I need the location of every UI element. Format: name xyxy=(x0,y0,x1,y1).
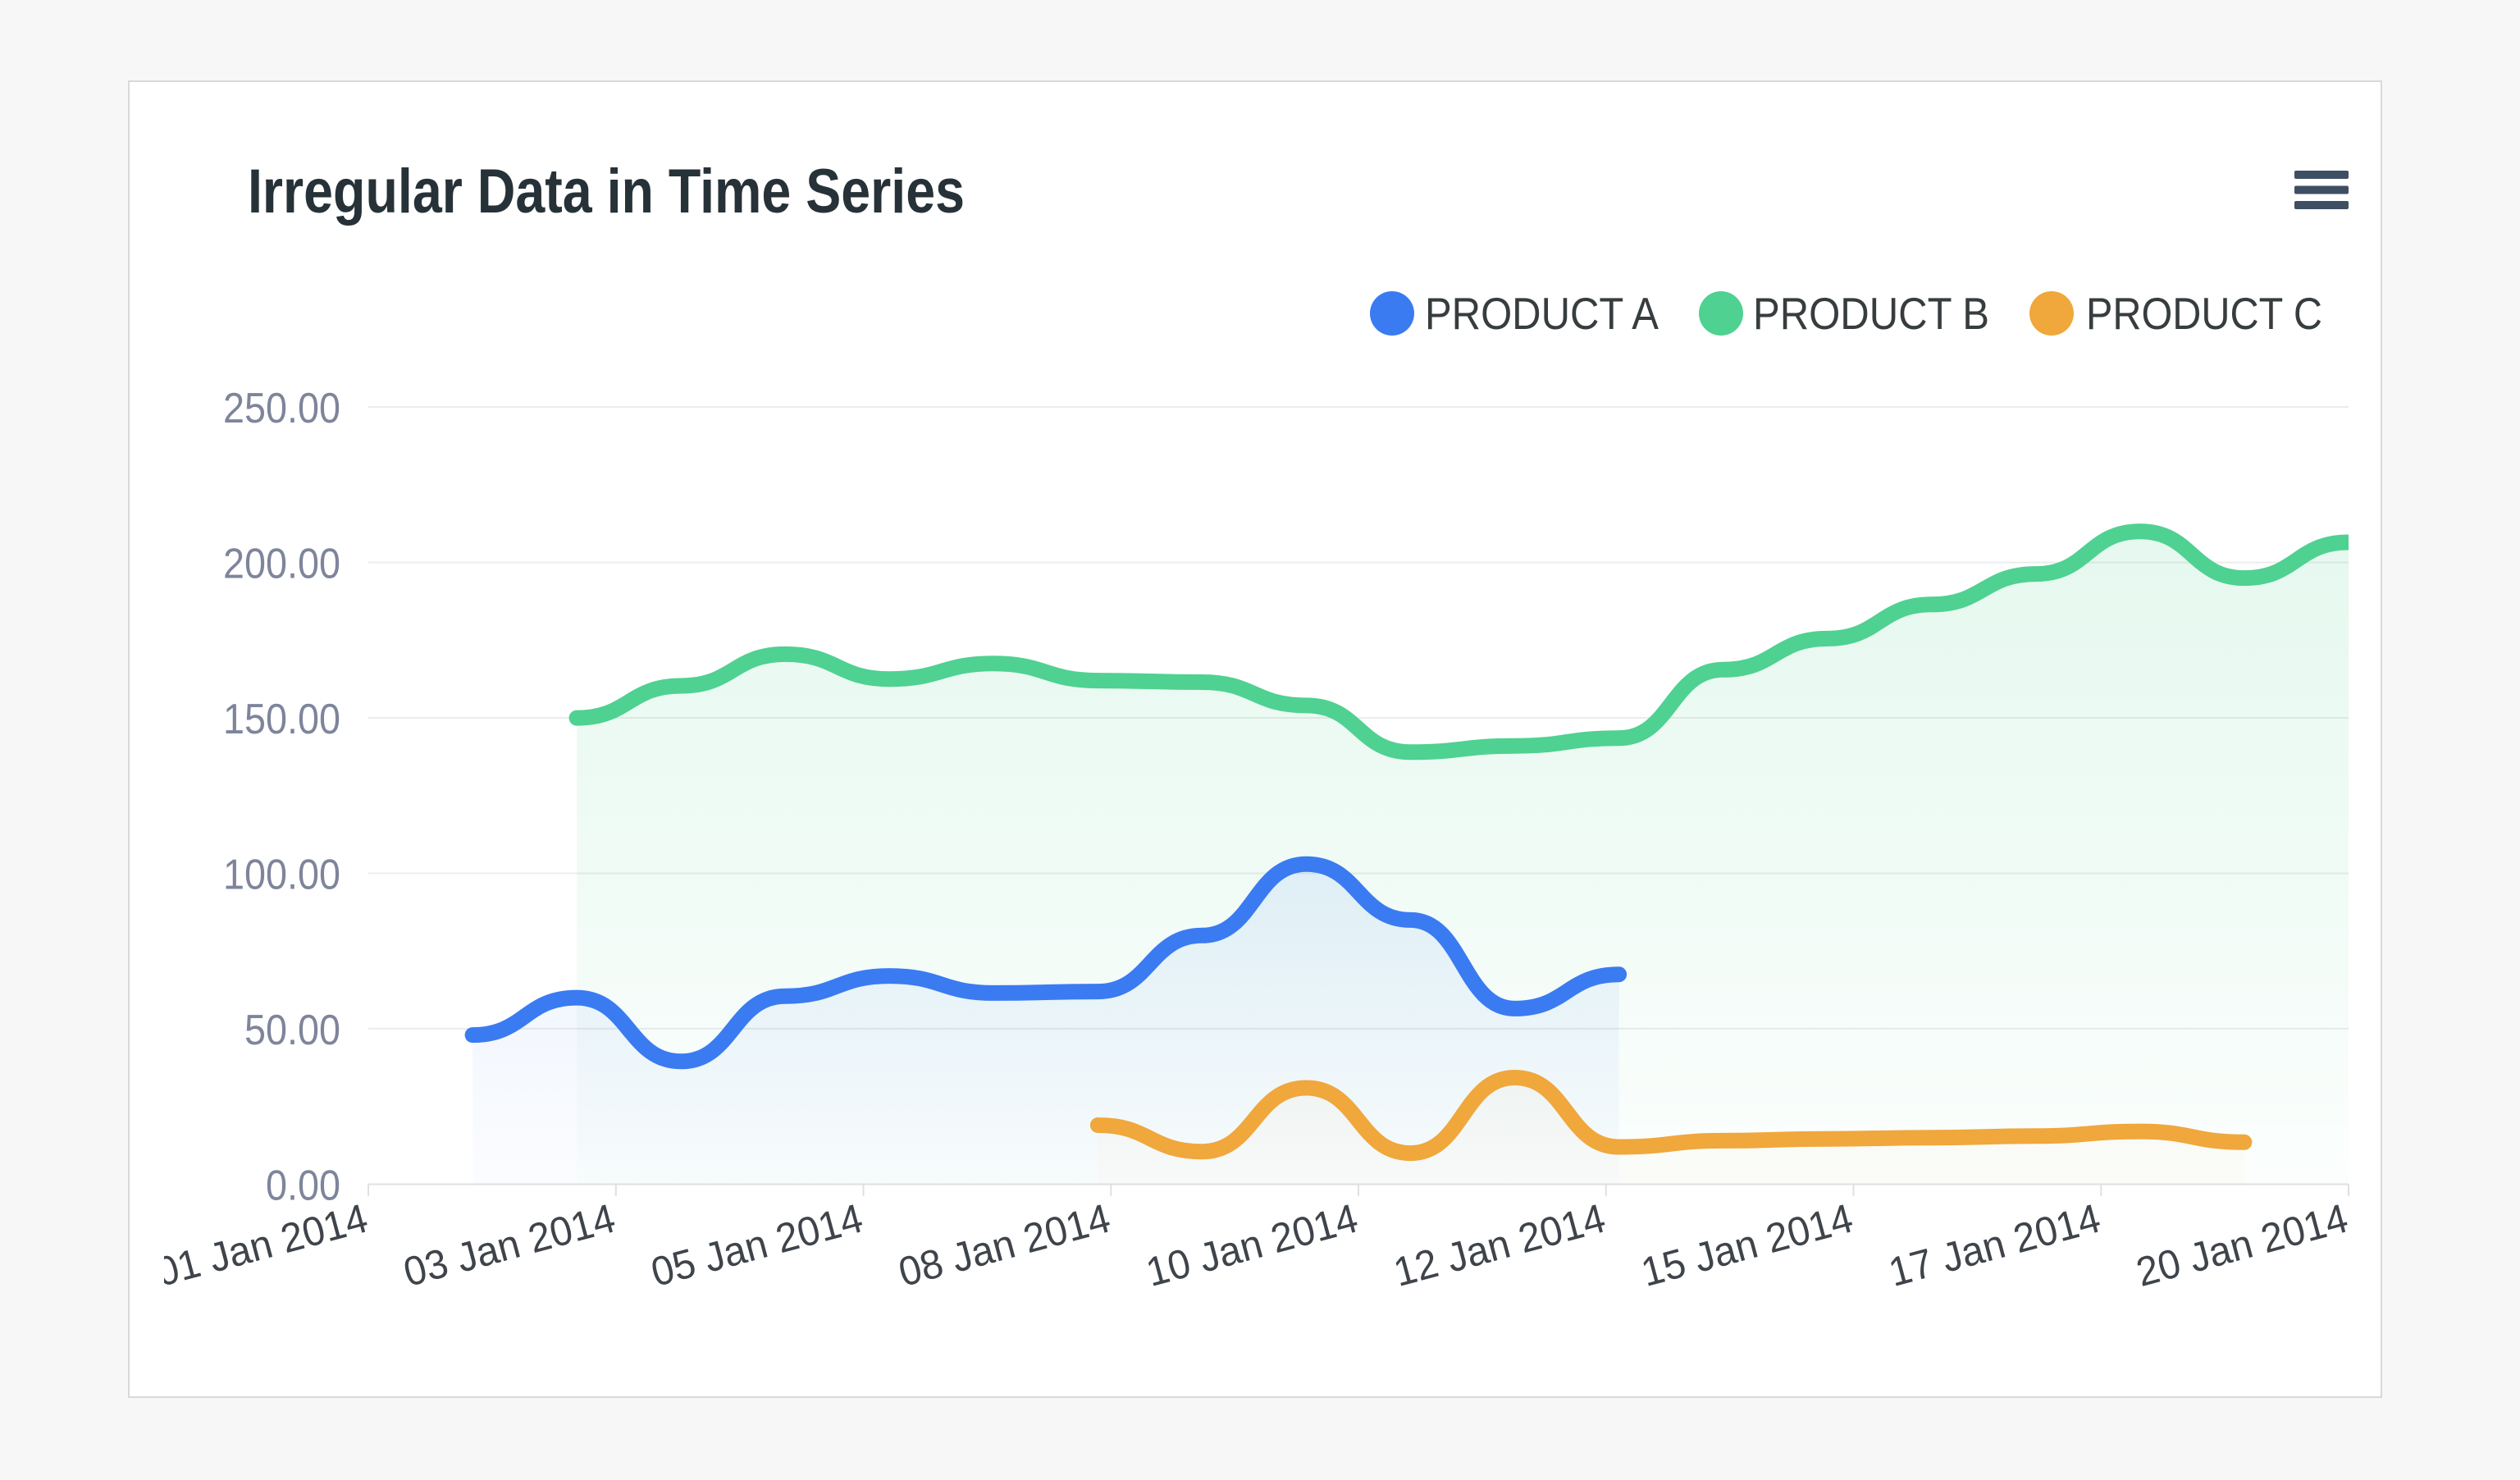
svg-text:100.00: 100.00 xyxy=(223,852,340,899)
svg-text:12 Jan 2014: 12 Jan 2014 xyxy=(1389,1195,1609,1295)
svg-text:17 Jan 2014: 17 Jan 2014 xyxy=(1884,1195,2105,1295)
svg-text:PRODUCT C: PRODUCT C xyxy=(2086,288,2322,339)
svg-text:PRODUCT A: PRODUCT A xyxy=(1425,288,1659,339)
svg-text:01 Jan 2014: 01 Jan 2014 xyxy=(151,1195,372,1295)
svg-text:20 Jan 2014: 20 Jan 2014 xyxy=(2131,1195,2352,1295)
svg-text:250.00: 250.00 xyxy=(223,385,340,432)
svg-text:PRODUCT B: PRODUCT B xyxy=(1753,288,1989,339)
svg-text:08 Jan 2014: 08 Jan 2014 xyxy=(894,1195,1115,1295)
svg-text:03 Jan 2014: 03 Jan 2014 xyxy=(399,1195,619,1295)
svg-text:50.00: 50.00 xyxy=(244,1007,340,1054)
svg-text:0.00: 0.00 xyxy=(266,1163,340,1210)
svg-text:200.00: 200.00 xyxy=(223,541,340,588)
svg-text:15 Jan 2014: 15 Jan 2014 xyxy=(1637,1195,1857,1295)
svg-text:10 Jan 2014: 10 Jan 2014 xyxy=(1141,1195,1362,1295)
svg-text:05 Jan 2014: 05 Jan 2014 xyxy=(646,1195,867,1295)
svg-text:Irregular Data in Time Series: Irregular Data in Time Series xyxy=(248,157,965,226)
svg-text:150.00: 150.00 xyxy=(223,696,340,743)
